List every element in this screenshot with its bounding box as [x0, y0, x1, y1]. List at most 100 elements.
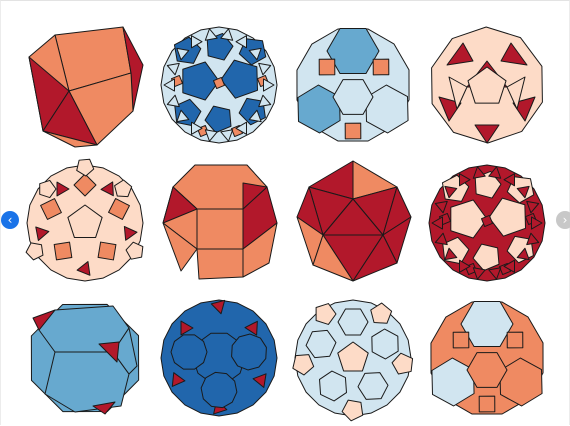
previous-button[interactable]: ‹: [1, 211, 19, 229]
polyhedron-drawing: [431, 26, 543, 144]
polyhedron-drawing: [428, 164, 546, 282]
face: [35, 226, 50, 242]
face: [371, 328, 399, 360]
face: [452, 331, 470, 349]
face: [488, 166, 502, 179]
face: [467, 66, 507, 104]
face: [67, 204, 103, 239]
face: [220, 28, 234, 41]
face: [242, 182, 268, 210]
face: [182, 61, 220, 101]
face: [352, 234, 398, 282]
face: [337, 341, 369, 372]
face: [98, 341, 120, 363]
face: [235, 121, 247, 135]
face: [474, 124, 500, 144]
face: [32, 309, 56, 331]
face: [391, 352, 414, 375]
face: [39, 179, 57, 199]
face: [318, 58, 336, 76]
polyhedron-thumbnail-snub-dodecahedron[interactable]: [427, 159, 549, 287]
polyhedron-thumbnail-icosidodecahedron[interactable]: [427, 21, 549, 149]
face: [204, 28, 218, 41]
face: [446, 42, 474, 66]
face: [163, 78, 175, 92]
face: [76, 261, 91, 276]
face: [244, 320, 258, 336]
face: [312, 234, 354, 282]
face: [171, 372, 186, 387]
next-button[interactable]: ›: [556, 211, 570, 229]
face: [196, 248, 244, 280]
face: [76, 158, 95, 177]
face: [478, 395, 496, 413]
face: [248, 109, 262, 123]
face: [472, 243, 500, 272]
face: [162, 186, 198, 224]
face: [204, 129, 218, 142]
face: [516, 185, 530, 199]
face: [97, 241, 117, 261]
polyhedron-drawing: [296, 160, 412, 282]
face: [319, 370, 347, 402]
face: [196, 208, 244, 250]
polyhedron-thumbnail-truncated-cube[interactable]: [25, 294, 147, 422]
polyhedron-thumbnail-snub-dodecahedron[interactable]: [159, 21, 281, 149]
face: [459, 173, 471, 187]
polyhedron-drawing: [162, 164, 278, 280]
face: [370, 302, 393, 324]
face: [466, 352, 508, 388]
face: [337, 308, 369, 336]
face: [176, 47, 190, 61]
face: [231, 333, 267, 371]
face: [166, 94, 180, 108]
polyhedron-drawing: [430, 300, 544, 415]
polyhedron-thumbnail-rhombicuboctahedron[interactable]: [159, 159, 281, 287]
face: [460, 300, 514, 348]
face: [248, 47, 262, 61]
polyhedron-thumbnail-truncated-dodecahedron[interactable]: [159, 294, 281, 422]
polyhedron-thumbnail-truncated-octahedron[interactable]: [427, 294, 549, 422]
face: [200, 371, 238, 409]
face: [212, 76, 226, 90]
face: [108, 198, 130, 220]
face: [357, 372, 389, 400]
polyhedron-drawing: [296, 27, 410, 142]
face: [166, 62, 180, 76]
polyhedron-thumbnail-truncated-octahedron[interactable]: [293, 21, 415, 149]
face: [292, 354, 315, 376]
polyhedra-grid: [11, 9, 563, 426]
face: [516, 247, 530, 261]
face: [431, 216, 443, 230]
face: [235, 35, 247, 49]
face: [372, 58, 390, 76]
face: [472, 267, 486, 280]
polyhedron-drawing: [30, 303, 140, 415]
polyhedron-thumbnail-rhombicosidodecahedron[interactable]: [25, 158, 147, 287]
face: [488, 197, 527, 237]
polyhedron-thumbnail-cuboctahedron[interactable]: [25, 21, 147, 149]
face: [56, 181, 70, 197]
face: [220, 129, 234, 142]
face: [42, 130, 98, 148]
face: [73, 173, 97, 197]
face: [526, 232, 540, 246]
face: [444, 247, 458, 261]
face: [326, 27, 380, 75]
face: [332, 79, 374, 115]
face: [191, 121, 203, 135]
face: [503, 259, 515, 273]
face: [40, 198, 62, 220]
face: [210, 299, 226, 315]
face: [112, 327, 138, 375]
polyhedron-drawing: [292, 299, 414, 422]
polyhedron-thumbnail-icosahedron[interactable]: [293, 159, 415, 287]
polyhedron-drawing: [25, 158, 144, 282]
face: [305, 329, 337, 359]
polyhedron-thumbnail-truncated-icosahedron[interactable]: [292, 294, 415, 422]
face: [341, 399, 364, 422]
face: [434, 232, 448, 246]
face: [204, 105, 232, 134]
face: [503, 173, 515, 187]
face: [459, 259, 471, 273]
